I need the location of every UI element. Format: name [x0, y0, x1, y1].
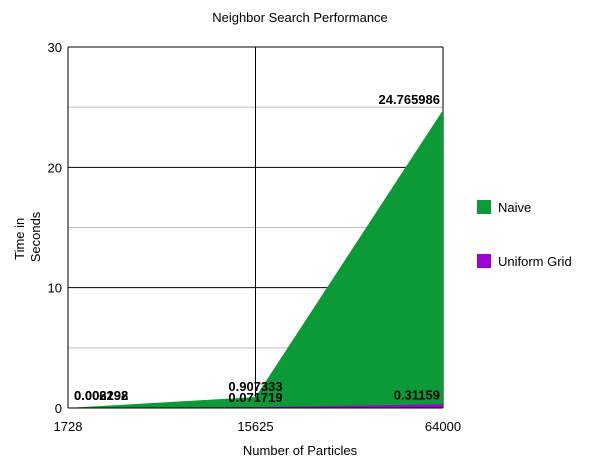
- axes: [67, 47, 443, 409]
- y-tick-label-0: 0: [55, 401, 62, 416]
- y-axis-title: Time in Seconds: [12, 211, 43, 262]
- data-labels: 0.006298 0.907333 24.765986 0.002192 0.07171…: [74, 92, 440, 405]
- legend-label-naive: Naive: [498, 200, 531, 215]
- y-tick-label-30: 30: [48, 40, 62, 55]
- tick-labels: 0 10 20 30 1728 15625 64000: [48, 40, 462, 434]
- data-label-naive-15625: 0.907333: [228, 379, 282, 394]
- y-tick-label-10: 10: [48, 281, 62, 296]
- legend-swatch-uniform-grid: [477, 254, 491, 268]
- y-axis-title-line-1: Time in: [12, 218, 27, 260]
- data-label-uniform-grid-15625: 0.071719: [228, 390, 282, 405]
- data-label-naive-1728: 0.006298: [74, 388, 128, 403]
- data-label-uniform-grid-1728: 0.002192: [74, 388, 128, 403]
- chart-title: Neighbor Search Performance: [212, 10, 388, 25]
- y-axis-title-line-2: Seconds: [28, 211, 43, 262]
- svg-text:Time in Seconds: Time in Seconds: [12, 211, 43, 262]
- y-tick-label-20: 20: [48, 160, 62, 175]
- x-axis-title: Number of Particles: [243, 443, 358, 458]
- x-tick-label-15625: 15625: [237, 419, 273, 434]
- legend-label-uniform-grid: Uniform Grid: [498, 254, 572, 269]
- x-tick-label-64000: 64000: [425, 419, 461, 434]
- series-areas: [68, 109, 443, 408]
- legend: Naive Uniform Grid: [477, 200, 572, 269]
- area-uniform-grid: [68, 404, 443, 408]
- legend-swatch-naive: [477, 200, 491, 214]
- x-tick-label-1728: 1728: [54, 419, 83, 434]
- data-label-naive-64000: 24.765986: [379, 92, 440, 107]
- area-naive: [68, 109, 443, 408]
- data-label-uniform-grid-64000: 0.31159: [394, 387, 440, 402]
